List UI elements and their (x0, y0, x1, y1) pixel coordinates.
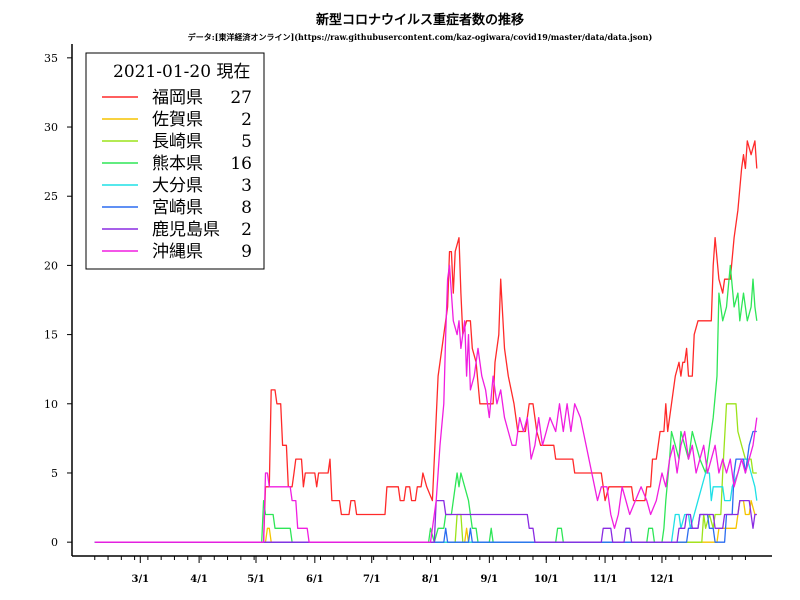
plot-area (94, 140, 758, 543)
legend-value: 5 (241, 132, 252, 152)
legend-label: 長崎県 (152, 132, 203, 152)
x-tick-label: 9/1 (481, 574, 499, 585)
legend-value: 16 (230, 154, 252, 174)
legend-label: 沖縄県 (152, 242, 203, 262)
x-tick-label: 6/1 (306, 574, 324, 585)
x-tick-label: 3/1 (132, 574, 150, 585)
y-tick-label: 20 (44, 259, 58, 272)
x-tick-label: 8/1 (422, 574, 440, 585)
y-tick-label: 30 (44, 121, 58, 134)
y-tick-label: 35 (44, 52, 58, 65)
x-tick-label: 11/1 (593, 574, 618, 585)
x-tick-label: 4/1 (190, 574, 208, 585)
series-line-4 (94, 264, 758, 543)
legend-box (85, 52, 265, 270)
x-tick-label: 10/1 (534, 574, 559, 585)
y-tick-label: 0 (51, 536, 58, 549)
legend-label: 大分県 (152, 176, 203, 196)
chart-title: 新型コロナウイルス重症者数の推移 (316, 12, 524, 28)
series-line-3 (94, 403, 757, 543)
legend-value: 27 (230, 88, 252, 108)
legend-label: 佐賀県 (152, 110, 203, 130)
legend-value: 8 (241, 198, 252, 218)
y-tick-label: 5 (51, 467, 58, 480)
legend-value: 2 (241, 220, 252, 240)
series-line-1 (94, 140, 758, 543)
legend-value: 3 (241, 176, 252, 196)
legend-value: 9 (241, 242, 252, 262)
legend: 2021-01-20 現在 福岡県 27 佐賀県 2 長崎県 5 熊本県 16 大分県 3 宮崎県 8… (85, 52, 265, 270)
x-tick-label: 5/1 (247, 574, 265, 585)
y-tick-label: 10 (44, 398, 58, 411)
chart-subtitle: データ:[東洋経済オンライン](https://raw.githubuserco… (188, 32, 653, 42)
y-tick-label: 25 (44, 190, 58, 203)
x-tick-label: 7/1 (363, 574, 381, 585)
series-line-7 (94, 499, 757, 543)
legend-label: 福岡県 (152, 88, 203, 108)
legend-label: 熊本県 (152, 154, 203, 174)
legend-title: 2021-01-20 現在 (113, 62, 250, 82)
legend-value: 2 (241, 110, 252, 130)
legend-label: 鹿児島県 (152, 220, 220, 240)
x-tick-label: 12/1 (650, 574, 675, 585)
legend-label: 宮崎県 (152, 198, 203, 218)
legend-entries: 福岡県 27 佐賀県 2 長崎県 5 熊本県 16 大分県 3 宮崎県 8 鹿児島県 2 沖縄県 9 (102, 88, 252, 262)
y-tick-label: 15 (44, 329, 58, 342)
series-line-6 (94, 430, 757, 543)
series-line-8 (94, 264, 758, 543)
